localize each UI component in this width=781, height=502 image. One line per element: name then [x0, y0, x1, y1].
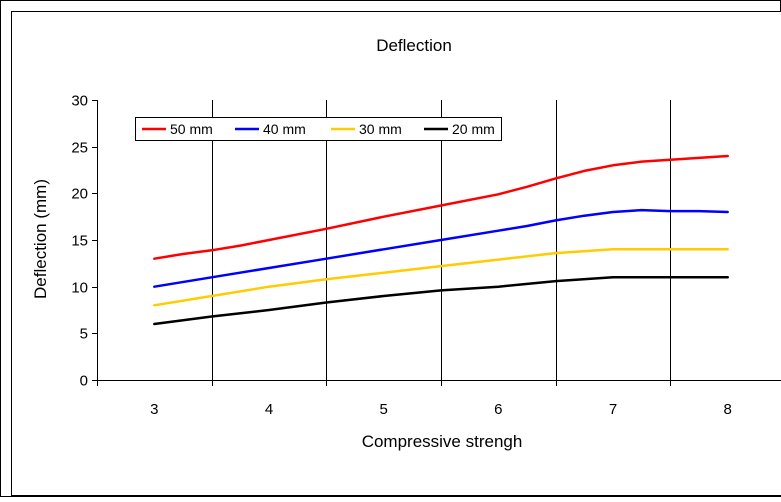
- y-tick-label: 30: [71, 93, 88, 110]
- y-tick-label: 10: [71, 280, 88, 297]
- y-tick-label: 5: [80, 326, 88, 343]
- legend-label-3: 30 mm: [359, 121, 402, 137]
- legend-label-2: 40 mm: [263, 121, 306, 137]
- x-tick-label: 8: [723, 401, 731, 418]
- chart-title: Deflection: [376, 36, 452, 55]
- x-tick-label: 7: [609, 401, 617, 418]
- x-tick-label: 6: [494, 401, 502, 418]
- legend: 50 mm 40 mm 30 mm 20 mm: [136, 118, 502, 141]
- x-tick-label: 4: [265, 401, 273, 418]
- y-tick-label: 20: [71, 186, 88, 203]
- y-axis-title: Deflection (mm): [31, 179, 50, 299]
- legend-label-4: 20 mm: [452, 121, 495, 137]
- x-axis-title: Compressive strengh: [362, 432, 523, 451]
- legend-label-1: 50 mm: [170, 121, 213, 137]
- y-tick-label: 0: [80, 373, 88, 390]
- x-tick-label: 3: [150, 401, 158, 418]
- y-tick-label: 15: [71, 233, 88, 250]
- x-tick-label: 5: [379, 401, 387, 418]
- chart-area-border: [12, 12, 781, 496]
- y-tick-label: 25: [71, 140, 88, 157]
